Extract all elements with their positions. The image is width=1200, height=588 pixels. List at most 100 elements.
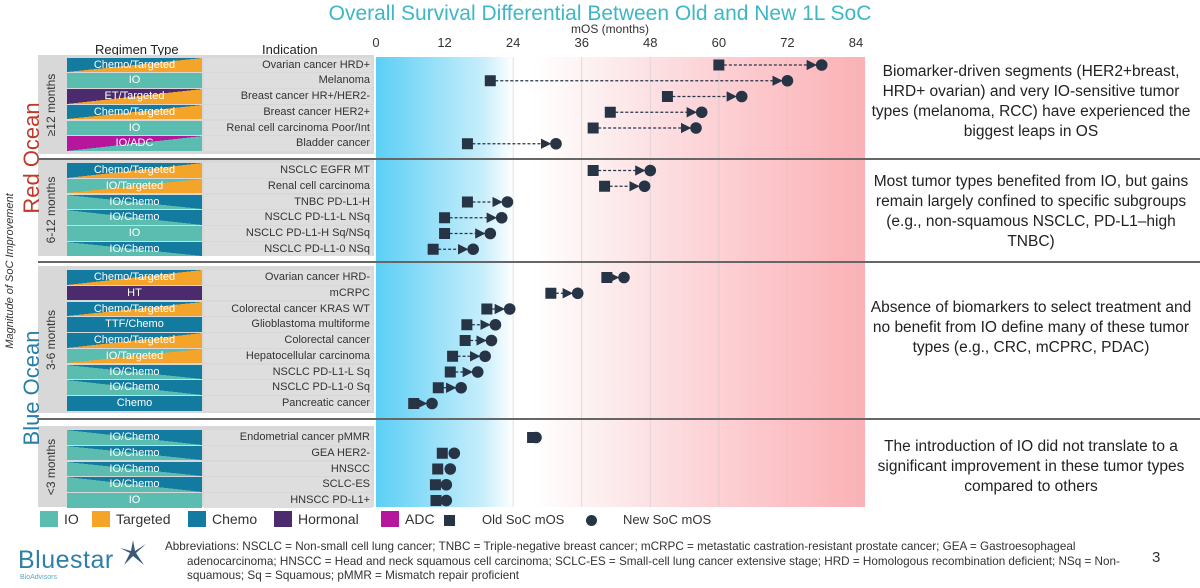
new-soc-marker-icon <box>586 515 597 526</box>
old-soc-marker <box>447 350 459 362</box>
legend-item-io: IO <box>40 511 79 527</box>
blue-ocean-label: Blue Ocean <box>19 330 44 446</box>
new-soc-marker <box>479 350 491 363</box>
x-tick-label: 84 <box>848 35 864 50</box>
new-soc-marker <box>618 271 630 284</box>
logo-subtext: BioAdvisors <box>20 574 57 581</box>
group-label: 6-12 months <box>44 176 58 244</box>
regimen-cell: IO <box>67 226 202 241</box>
logo-text: Bluestar <box>18 546 114 574</box>
regimen-cell: IO/Targeted <box>67 348 202 364</box>
old-soc-marker <box>484 75 496 87</box>
regimen-cell: IO/Chemo <box>67 194 202 209</box>
x-tick-label: 36 <box>574 35 589 50</box>
new-soc-marker <box>467 243 479 256</box>
abbreviations-footnote: Abbreviations: NSCLC = Non-small cell lu… <box>165 540 1120 582</box>
old-soc-marker <box>545 287 557 299</box>
new-soc-marker <box>503 303 516 315</box>
old-soc-marker-icon <box>444 515 455 526</box>
old-soc-marker <box>444 366 456 378</box>
regimen-cell: IO/Chemo <box>67 380 202 395</box>
x-tick-label: 0 <box>372 35 380 50</box>
new-soc-marker <box>695 106 708 119</box>
indication-cell: Melanoma <box>204 73 372 88</box>
legend-swatch <box>40 511 58 527</box>
indication-cell: Renal cell carcinoma Poor/Int <box>204 120 372 135</box>
regimen-cell: Chemo <box>67 396 202 411</box>
group-takeaway: Most tumor types benefited from IO, but … <box>873 173 1189 250</box>
indication-cell: Breast cancer HR+/HER2- <box>204 89 372 104</box>
old-soc-marker <box>408 398 420 409</box>
x-tick-label: 72 <box>780 35 795 50</box>
regimen-cell: TTF/Chemo <box>67 317 202 332</box>
group-takeaway: The introduction of IO did not translate… <box>877 438 1185 495</box>
legend-item-adc: ADC <box>381 511 435 527</box>
indication-cell: Renal cell carcinoma <box>204 178 372 194</box>
old-soc-marker <box>439 212 451 224</box>
page-number: 3 <box>1152 549 1161 566</box>
indication-cell: HNSCC <box>204 461 372 476</box>
old-soc-legend-label: Old SoC mOS <box>482 512 565 527</box>
group-takeaway: Biomarker-driven segments (HER2+breast, … <box>871 63 1191 140</box>
indication-cell: Colorectal cancer KRAS WT <box>204 301 372 316</box>
legend-label: IO <box>64 511 79 527</box>
old-soc-marker <box>432 382 444 394</box>
new-soc-marker <box>638 180 651 193</box>
regimen-header: Regimen Type <box>95 42 179 57</box>
old-soc-marker <box>461 319 473 331</box>
group-divider <box>38 418 1200 420</box>
legend-item-chemo: Chemo <box>188 511 257 527</box>
indication-cell: Glioblastoma multiforme <box>204 317 372 332</box>
indication-header: Indication <box>262 42 318 57</box>
indication-cell: TNBC PD-L1-H <box>204 194 372 209</box>
indication-cell: Colorectal cancer <box>204 333 372 348</box>
indication-cell: mCRPC <box>204 285 372 301</box>
new-soc-marker <box>440 478 453 491</box>
new-soc-legend-label: New SoC mOS <box>623 512 712 527</box>
new-soc-marker <box>690 122 702 134</box>
regimen-cell: Chemo/Targeted <box>67 57 202 72</box>
regimen-cell: Chemo/Targeted <box>67 163 202 178</box>
legend-label: Targeted <box>116 511 171 527</box>
magnitude-axis-label: Magnitude of SoC Improvement <box>4 193 16 349</box>
old-soc-marker <box>429 479 441 491</box>
regimen-cell: IO/ADC <box>67 136 202 151</box>
legend-swatch <box>381 511 399 527</box>
x-tick-label: 24 <box>505 35 521 50</box>
legend-swatch <box>188 511 206 527</box>
indication-cell: Breast cancer HER2+ <box>204 104 372 120</box>
regimen-cell: IO/Chemo <box>67 445 202 461</box>
indication-cell: Ovarian cancer HRD- <box>204 270 372 285</box>
old-soc-marker <box>430 495 442 506</box>
x-tick-label: 48 <box>643 35 658 50</box>
group-divider <box>38 158 1200 160</box>
new-soc-marker <box>571 287 584 300</box>
new-soc-marker <box>815 59 828 71</box>
regimen-cell: IO/Chemo <box>67 364 202 379</box>
regimen-cell: Chemo/Targeted <box>67 104 202 120</box>
new-soc-marker <box>495 211 508 224</box>
new-soc-marker <box>781 74 794 87</box>
new-soc-marker <box>471 366 484 378</box>
new-soc-marker <box>484 227 497 240</box>
regimen-cell: IO/Targeted <box>67 178 202 194</box>
indication-cell: Bladder cancer <box>204 136 372 151</box>
old-soc-marker <box>439 228 451 239</box>
new-soc-marker <box>530 431 542 444</box>
regimen-cell: IO/Chemo <box>67 477 202 492</box>
regimen-cell: Chemo/Targeted <box>67 270 202 285</box>
group-divider <box>38 261 1200 263</box>
old-soc-marker <box>587 122 599 134</box>
regimen-cell: HT <box>67 285 202 301</box>
indication-cell: Ovarian cancer HRD+ <box>204 57 372 72</box>
indication-cell: GEA HER2- <box>204 445 372 461</box>
star-icon <box>120 540 146 565</box>
new-soc-marker <box>426 397 438 410</box>
regimen-cell: IO <box>67 73 202 88</box>
x-axis-label: mOS (months) <box>570 22 649 36</box>
new-soc-marker <box>501 196 514 208</box>
old-soc-marker <box>461 138 473 150</box>
indication-cell: NSCLC PD-L1-L NSq <box>204 210 372 225</box>
new-soc-marker <box>644 164 657 177</box>
old-soc-marker <box>481 303 493 315</box>
